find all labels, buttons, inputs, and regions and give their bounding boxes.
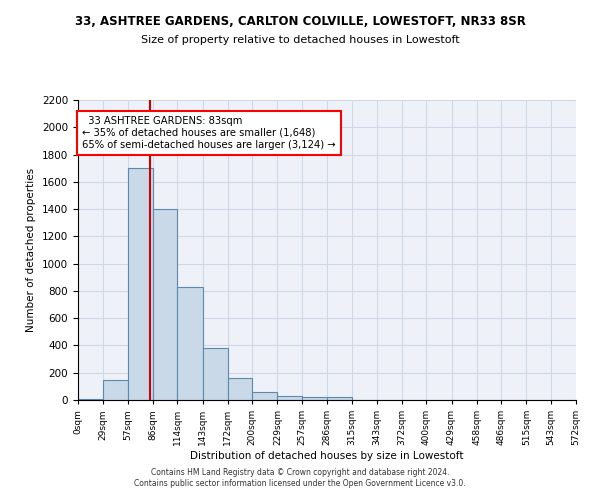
Bar bbox=[302, 396, 327, 400]
Bar bbox=[78, 398, 103, 400]
Bar bbox=[203, 348, 228, 400]
X-axis label: Distribution of detached houses by size in Lowestoft: Distribution of detached houses by size … bbox=[190, 451, 464, 461]
Bar bbox=[277, 396, 302, 400]
Bar bbox=[177, 287, 203, 400]
Bar bbox=[327, 398, 352, 400]
Text: Contains HM Land Registry data © Crown copyright and database right 2024.
Contai: Contains HM Land Registry data © Crown c… bbox=[134, 468, 466, 487]
Text: 33, ASHTREE GARDENS, CARLTON COLVILLE, LOWESTOFT, NR33 8SR: 33, ASHTREE GARDENS, CARLTON COLVILLE, L… bbox=[74, 15, 526, 28]
Y-axis label: Number of detached properties: Number of detached properties bbox=[26, 168, 37, 332]
Text: Size of property relative to detached houses in Lowestoft: Size of property relative to detached ho… bbox=[140, 35, 460, 45]
Bar bbox=[228, 378, 252, 400]
Bar bbox=[128, 168, 153, 400]
Bar bbox=[153, 209, 177, 400]
Bar bbox=[252, 392, 277, 400]
Text: 33 ASHTREE GARDENS: 83sqm
← 35% of detached houses are smaller (1,648)
65% of se: 33 ASHTREE GARDENS: 83sqm ← 35% of detac… bbox=[82, 116, 336, 150]
Bar bbox=[103, 380, 128, 400]
